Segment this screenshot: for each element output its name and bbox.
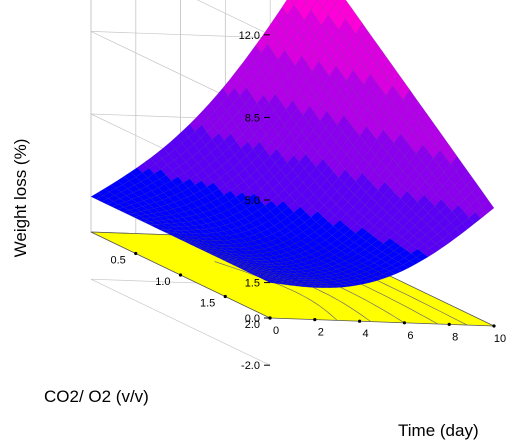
x-tick-label: 2 <box>318 327 324 339</box>
z-tick-label: -2.0 <box>241 360 260 372</box>
x-tick-label: 4 <box>363 328 369 340</box>
y-tick <box>223 294 227 299</box>
y-axis-title: CO2/ O2 (v/v) <box>44 387 149 406</box>
floor-contour <box>214 261 338 321</box>
y-tick-label: 2.0 <box>245 319 260 331</box>
z-axis-title: Weight loss (%) <box>11 139 30 258</box>
z-tick-label: 12.0 <box>239 30 260 42</box>
x-tick <box>402 321 406 325</box>
x-tick-label: 6 <box>407 330 413 342</box>
x-tick <box>447 322 451 326</box>
surface-cell <box>264 279 277 284</box>
x-tick <box>492 324 496 328</box>
x-tick-label: 10 <box>494 333 506 345</box>
y-tick-label: 1.0 <box>155 276 170 288</box>
response-surface <box>90 0 495 288</box>
x-tick <box>358 319 362 323</box>
x-tick-label: 0 <box>273 325 279 337</box>
y-tick-label: 1.5 <box>200 298 215 310</box>
z-tick-label: 5.0 <box>245 195 260 207</box>
x-tick-label: 8 <box>452 331 458 343</box>
z-tick-label: 1.5 <box>245 278 260 290</box>
z-floor-label: 0.0 <box>245 313 260 325</box>
x-tick <box>313 318 317 322</box>
z-tick-label: 8.5 <box>245 112 260 124</box>
surface-cell <box>303 0 308 3</box>
x-axis-title: Time (day) <box>398 421 479 440</box>
wall-gridline <box>196 0 271 36</box>
axes: -2.0 1.5 5.0 8.5 12.0 0.0 0.5 1.0 1.5 2.0 0 2 4 6 8 10 <box>110 30 506 372</box>
y-tick <box>134 251 138 256</box>
y-tick-label: 0.5 <box>110 255 125 267</box>
x-tick <box>268 316 272 320</box>
y-tick <box>178 273 183 277</box>
